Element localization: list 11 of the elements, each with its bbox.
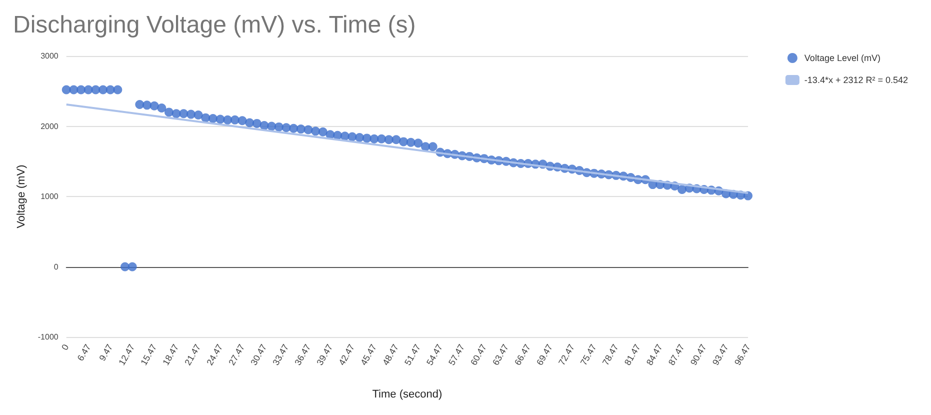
y-tick-label: 1000 <box>40 192 59 201</box>
legend-label: -13.4*x + 2312 R² = 0.542 <box>804 75 908 85</box>
y-tick-label: 2000 <box>40 122 59 131</box>
y-tick-label: 3000 <box>40 52 59 60</box>
x-tick-label: 0 <box>60 342 71 352</box>
chart-title: Discharging Voltage (mV) vs. Time (s) <box>13 12 416 38</box>
y-tick-label: -1000 <box>38 332 59 342</box>
x-axis-title: Time (second) <box>372 388 442 400</box>
y-axis-title: Voltage (mV) <box>16 164 28 228</box>
y-tick-label: 0 <box>54 262 59 272</box>
legend-label: Voltage Level (mV) <box>804 53 880 63</box>
